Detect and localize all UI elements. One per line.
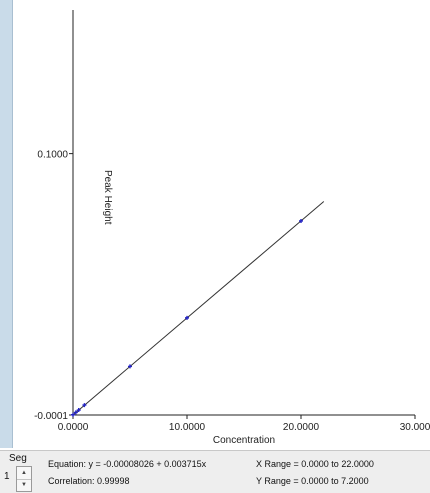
data-point — [76, 408, 81, 413]
data-point — [128, 364, 132, 369]
x-range-text: X Range = 0.0000 to 22.0000 — [256, 459, 374, 469]
y-tick-label: -0.0001 — [34, 411, 68, 422]
calibration-plot: 0.0000 10.0000 20.0000 30.000 0.1000 -0.0001 C… — [34, 10, 430, 446]
segment-value[interactable]: 1 — [4, 471, 10, 482]
data-point — [73, 410, 78, 415]
spin-down-arrow-icon[interactable]: ▼ — [21, 482, 27, 488]
y-range-text: Y Range = 0.0000 to 7.2000 — [256, 476, 369, 486]
data-point — [82, 403, 87, 408]
equation-text: Equation: y = -0.00008026 + 0.003715x — [48, 459, 207, 469]
left-panel-strip — [0, 0, 12, 448]
correlation-text: Correlation: 0.99998 — [48, 476, 130, 486]
x-axis-title: Concentration — [213, 435, 275, 446]
x-tick-label: 30.000 — [400, 422, 430, 433]
panel-divider — [12, 0, 13, 448]
x-tick-label: 10.0000 — [169, 422, 206, 433]
x-tick-label: 0.0000 — [58, 422, 89, 433]
data-point — [185, 315, 189, 320]
regression-line — [72, 201, 325, 416]
segment-label: Seg — [9, 453, 27, 464]
footer-panel: Seg 1 ▲ ▼ Equation: y = -0.00008026 + 0.… — [0, 450, 430, 493]
y-tick-label: 0.1000 — [37, 150, 68, 161]
x-tick-label: 20.0000 — [283, 422, 320, 433]
spin-up-arrow-icon[interactable]: ▲ — [17, 467, 31, 480]
y-axis-title: Peak Height — [102, 170, 113, 225]
segment-spinner[interactable]: ▲ ▼ — [16, 466, 32, 492]
data-point — [71, 412, 75, 417]
data-point — [299, 218, 303, 223]
